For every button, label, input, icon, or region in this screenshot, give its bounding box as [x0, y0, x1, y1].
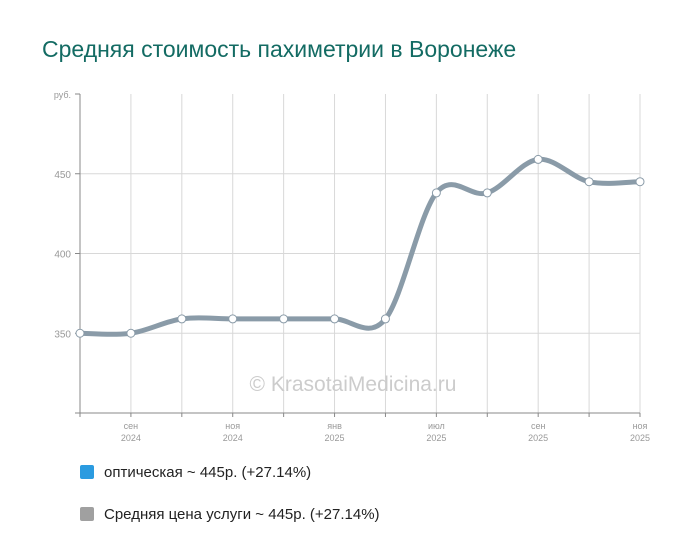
data-point	[533, 154, 543, 164]
x-tick-label-year: 2025	[630, 433, 650, 443]
grid	[79, 94, 641, 413]
data-points	[75, 154, 645, 338]
x-tick-label-year: 2024	[121, 433, 141, 443]
chart-title: Средняя стоимость пахиметрии в Воронеже	[42, 36, 517, 62]
y-tick-label: 350	[54, 329, 71, 340]
data-point	[279, 314, 289, 324]
series-line	[77, 156, 643, 337]
x-tick-label-month: сен	[124, 421, 139, 431]
legend: оптическая ~ 445р. (+27.14%) Средняя цен…	[80, 462, 380, 546]
legend-label: оптическая ~ 445р. (+27.14%)	[104, 463, 312, 481]
legend-label: Средняя цена услуги ~ 445р. (+27.14%)	[104, 505, 380, 523]
y-tick-label: 450	[54, 170, 71, 181]
x-tick-label-month: июл	[428, 421, 445, 431]
data-point	[330, 314, 340, 324]
data-point	[228, 314, 238, 324]
watermark: © KrasotaiMedicina.ru	[250, 373, 457, 396]
x-tick-label-year: 2024	[223, 433, 243, 443]
data-point	[431, 188, 441, 198]
x-tick-label-year: 2025	[426, 433, 446, 443]
data-point	[177, 314, 187, 324]
x-tick-label-month: ноя	[633, 421, 648, 431]
x-tick-label-year: 2025	[325, 433, 345, 443]
legend-swatch-gray	[80, 507, 94, 521]
legend-swatch-blue	[80, 465, 94, 479]
y-axis-unit-label: руб.	[54, 90, 71, 100]
axes: руб. 350 400 450 сен 2024 ноя 2024 янв 2025 июл 20…	[54, 90, 650, 443]
x-tick-label-month: янв	[327, 421, 342, 431]
data-point	[380, 314, 390, 324]
x-tick-label-month: ноя	[225, 421, 240, 431]
x-tick-label-year: 2025	[528, 433, 548, 443]
legend-item-optical[interactable]: оптическая ~ 445р. (+27.14%)	[80, 462, 380, 482]
x-tick-label-month: сен	[531, 421, 546, 431]
data-point	[75, 328, 85, 338]
data-point	[584, 177, 594, 187]
data-point	[126, 328, 136, 338]
legend-item-average-price[interactable]: Средняя цена услуги ~ 445р. (+27.14%)	[80, 504, 380, 524]
series	[77, 156, 643, 337]
data-point	[482, 188, 492, 198]
y-tick-label: 400	[54, 250, 71, 261]
data-point	[635, 177, 645, 187]
